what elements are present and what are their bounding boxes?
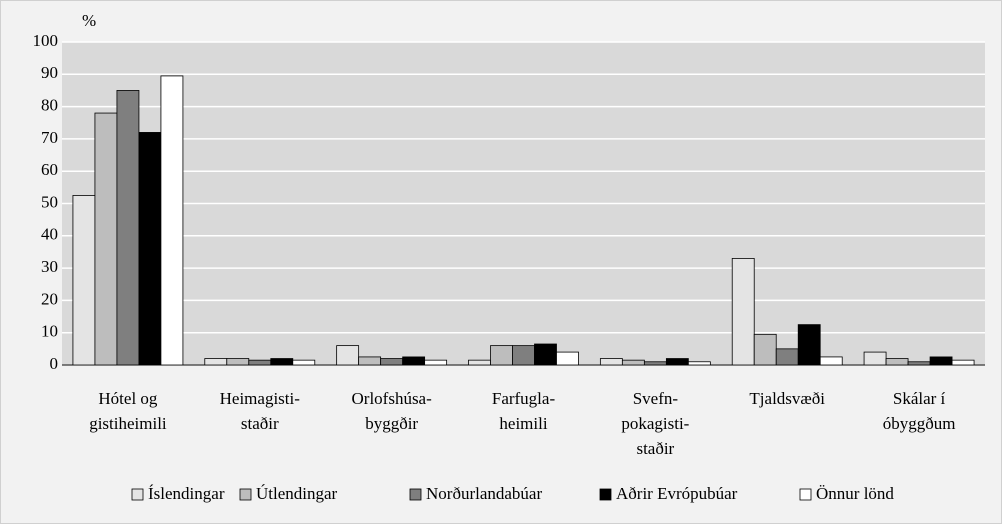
bar (687, 361, 711, 366)
bar (534, 343, 557, 366)
bar (512, 345, 535, 366)
y-tick-label: 50 (41, 192, 58, 211)
bar (94, 112, 118, 366)
bar (116, 90, 140, 366)
y-tick-label: 30 (41, 257, 58, 276)
legend-swatch (131, 488, 144, 501)
y-tick-label: 100 (33, 31, 59, 50)
x-tick-label: Tjaldsvæði (749, 389, 825, 408)
x-tick-label: byggðir (365, 414, 418, 433)
legend-label: Norðurlandabúar (426, 484, 542, 503)
x-tick-label: heimili (499, 414, 547, 433)
x-tick-label: gistiheimili (89, 414, 167, 433)
legend-swatch (409, 488, 422, 501)
y-tick-label: 10 (41, 322, 58, 341)
x-tick-label: Orlofshúsa- (352, 389, 433, 408)
y-axis-label: % (82, 11, 96, 30)
x-tick-label: Svefn- (633, 389, 679, 408)
bar (248, 359, 272, 366)
bar (643, 361, 667, 366)
bar (226, 358, 250, 366)
x-tick-label: Hótel og (98, 389, 158, 408)
y-tick-label: 0 (50, 354, 59, 373)
legend-swatch (599, 488, 612, 501)
bar (775, 348, 799, 366)
y-tick-label: 60 (41, 160, 58, 179)
bar (336, 345, 360, 366)
y-tick-label: 20 (41, 289, 58, 308)
bar (885, 358, 909, 366)
bar (380, 358, 404, 366)
bar (819, 356, 843, 366)
bar (292, 359, 316, 366)
bar (797, 324, 821, 366)
bar (138, 132, 162, 366)
bar (621, 359, 645, 366)
y-tick-label: 40 (41, 225, 58, 244)
y-tick-label: 90 (41, 63, 58, 82)
bar (468, 359, 491, 366)
y-tick-label: 70 (41, 128, 58, 147)
x-tick-label: Skálar í (893, 389, 946, 408)
y-tick-label: 80 (41, 96, 58, 115)
bar (556, 351, 579, 366)
bar (599, 358, 623, 366)
legend-swatch (239, 488, 252, 501)
bar (72, 195, 96, 366)
bar (951, 359, 975, 366)
bar (753, 333, 777, 366)
legend-label: Útlendingar (256, 484, 338, 503)
bar (907, 361, 931, 366)
legend-swatch (799, 488, 812, 501)
bar (358, 356, 382, 366)
bar (490, 345, 513, 366)
bar (863, 351, 887, 366)
bar (270, 358, 294, 366)
x-tick-label: Farfugla- (492, 389, 556, 408)
x-tick-label: staðir (241, 414, 279, 433)
legend-label: Önnur lönd (816, 484, 894, 503)
x-tick-label: Heimagisti- (220, 389, 301, 408)
bar (424, 359, 448, 366)
bar (160, 75, 184, 366)
x-tick-label: staðir (636, 439, 674, 458)
x-tick-label: óbyggðum (883, 414, 956, 433)
bar (204, 358, 228, 366)
legend-label: Íslendingar (148, 484, 225, 503)
bar (665, 358, 689, 366)
bar (402, 356, 426, 366)
legend-label: Aðrir Evrópubúar (616, 484, 738, 503)
bar (731, 258, 755, 366)
bar (929, 356, 953, 366)
x-tick-label: pokagisti- (621, 414, 689, 433)
